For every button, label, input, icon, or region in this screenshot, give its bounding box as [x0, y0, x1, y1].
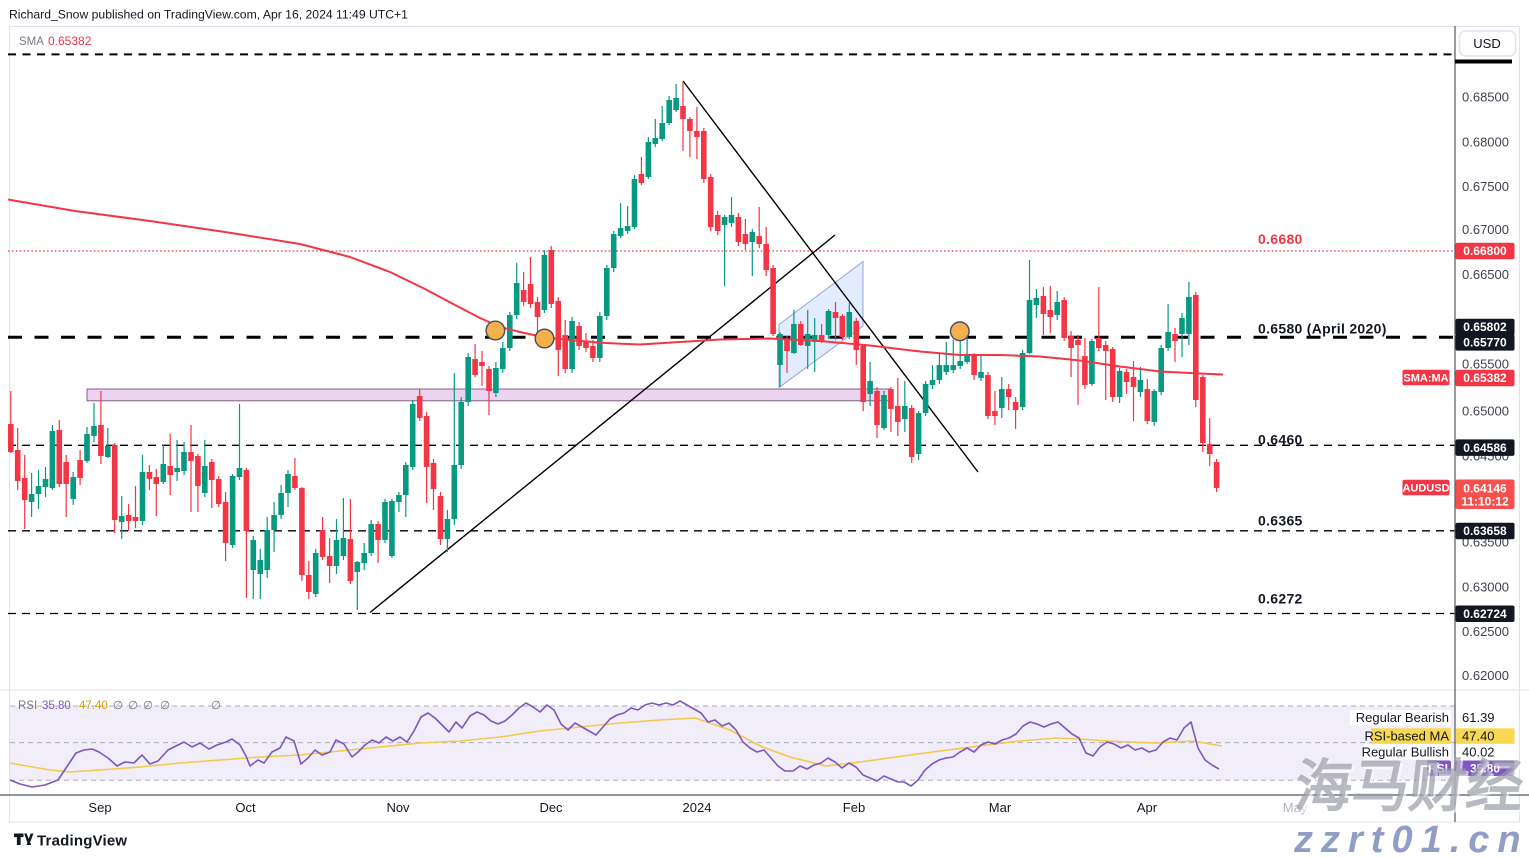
svg-text:0.67000: 0.67000	[1462, 222, 1509, 237]
svg-text:Apr: Apr	[1137, 800, 1158, 815]
svg-text:SMA: SMA	[19, 36, 44, 48]
svg-text:0.63658: 0.63658	[1463, 524, 1507, 538]
svg-text:Dec: Dec	[539, 800, 563, 815]
svg-text:海马财经: 海马财经	[1292, 755, 1527, 819]
svg-text:Nov: Nov	[386, 800, 410, 815]
svg-text:USD: USD	[1473, 36, 1500, 51]
svg-text:0.62500: 0.62500	[1462, 624, 1509, 639]
svg-text:0.65382: 0.65382	[1463, 371, 1507, 385]
svg-text:RSI: RSI	[1428, 762, 1448, 776]
svg-text:47.40: 47.40	[1462, 728, 1495, 743]
svg-text:0.65802: 0.65802	[1463, 320, 1507, 334]
svg-text:0.64146: 0.64146	[1463, 482, 1507, 496]
svg-text:40.02: 40.02	[1462, 744, 1495, 759]
svg-text:RSI: RSI	[18, 700, 37, 712]
svg-text:∅: ∅	[211, 700, 221, 712]
svg-text:0.63000: 0.63000	[1462, 580, 1509, 595]
svg-text:0.6272: 0.6272	[1258, 591, 1303, 607]
svg-text:0.65000: 0.65000	[1462, 404, 1509, 419]
svg-text:0.66800: 0.66800	[1463, 244, 1507, 258]
svg-text:2024: 2024	[683, 800, 712, 815]
svg-text:11:10:12: 11:10:12	[1461, 495, 1509, 509]
svg-text:0.66500: 0.66500	[1462, 267, 1509, 282]
svg-text:61.39: 61.39	[1462, 710, 1495, 725]
svg-text:SMA:MA: SMA:MA	[1403, 373, 1448, 385]
svg-text:TradingView: TradingView	[37, 833, 127, 850]
svg-text:RSI-based MA: RSI-based MA	[1364, 728, 1449, 743]
svg-text:May: May	[1283, 800, 1308, 815]
svg-text:zzrt01.cn: zzrt01.cn	[1293, 819, 1529, 857]
svg-text:Sep: Sep	[88, 800, 111, 815]
svg-text:0.6365: 0.6365	[1258, 513, 1303, 529]
svg-text:Richard_Snow published on Trad: Richard_Snow published on TradingView.co…	[9, 8, 408, 22]
svg-text:∅: ∅	[113, 700, 123, 712]
svg-text:35.80: 35.80	[1470, 762, 1500, 776]
svg-text:AUDUSD: AUDUSD	[1402, 483, 1449, 495]
svg-text:0.65500: 0.65500	[1462, 357, 1509, 372]
svg-text:0.68500: 0.68500	[1462, 90, 1509, 105]
svg-text:Feb: Feb	[843, 800, 865, 815]
svg-text:Mar: Mar	[989, 800, 1012, 815]
svg-text:0.64586: 0.64586	[1463, 441, 1507, 455]
svg-text:∅: ∅	[143, 700, 153, 712]
svg-text:0.62724: 0.62724	[1463, 607, 1507, 621]
svg-text:0.65382: 0.65382	[48, 34, 92, 48]
svg-text:0.62000: 0.62000	[1462, 668, 1509, 683]
svg-text:0.65770: 0.65770	[1463, 336, 1507, 350]
svg-text:0.6460: 0.6460	[1258, 432, 1303, 448]
svg-text:0.68000: 0.68000	[1462, 134, 1509, 149]
svg-text:0.67500: 0.67500	[1462, 179, 1509, 194]
svg-text:0.6680: 0.6680	[1258, 231, 1303, 247]
svg-text:Oct: Oct	[235, 800, 256, 815]
svg-text:Regular Bullish: Regular Bullish	[1362, 744, 1449, 759]
svg-text:47.40: 47.40	[79, 700, 108, 712]
svg-text:Regular Bearish: Regular Bearish	[1356, 710, 1449, 725]
svg-text:35.80: 35.80	[42, 700, 71, 712]
svg-text:0.6580 (April 2020): 0.6580 (April 2020)	[1258, 321, 1387, 337]
svg-text:∅: ∅	[160, 700, 170, 712]
svg-text:∅: ∅	[128, 700, 138, 712]
